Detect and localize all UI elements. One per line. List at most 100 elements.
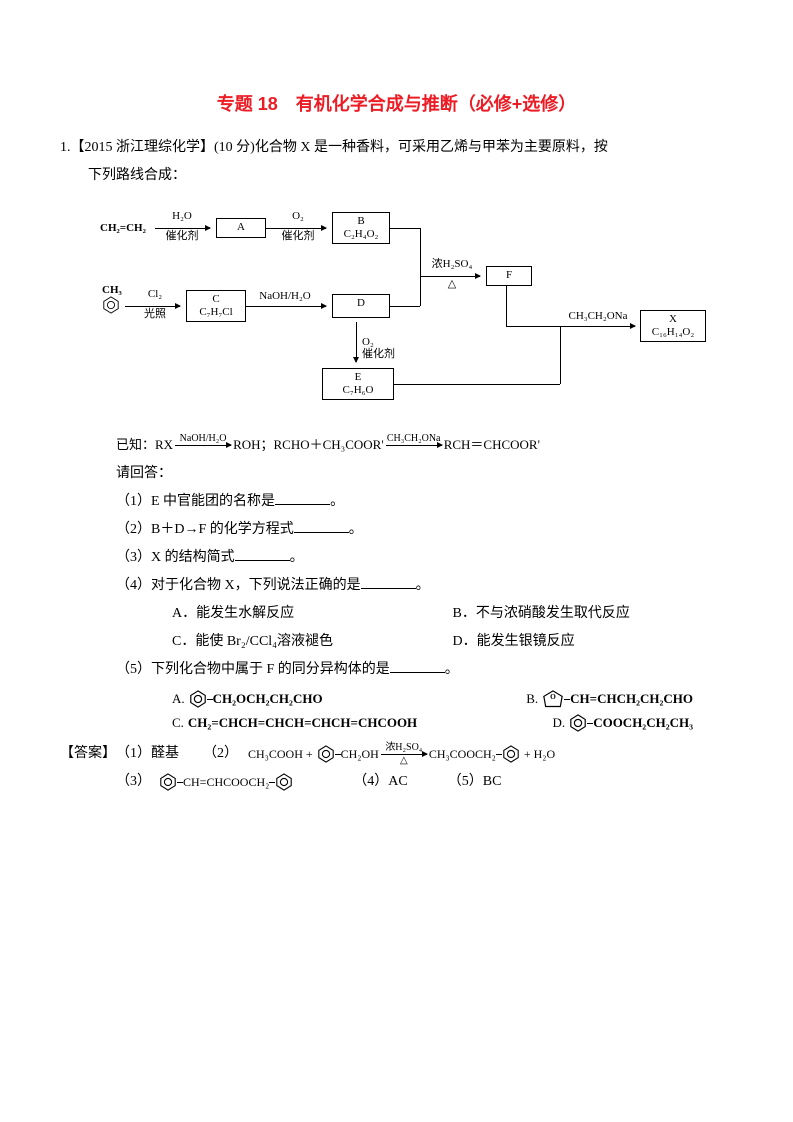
flow-box-f: F <box>486 266 532 286</box>
flow-box-b-l2: C₂H₄O₂ <box>344 228 379 240</box>
q4-opt-a: A．能发生水解反应 <box>172 600 453 628</box>
sub-q3: （3）X 的结构简式。 <box>60 544 733 572</box>
eq-left: CH₃COOH + <box>248 742 313 766</box>
given-line: 已知：RX NaOH/H₂O ROH；RCHO＋CH₃COOR' CH₃CH₂O… <box>60 432 733 460</box>
line <box>420 228 421 276</box>
benzene-icon <box>317 745 335 763</box>
q5-opt-a: A. CH₂OCH₂CH₂CHO <box>172 690 323 708</box>
flow-rna: CH₃CH₂ONa <box>558 310 638 322</box>
q2-tail: 。 <box>349 522 363 537</box>
q5-c-text: CH₂=CHCH=CHCH=CHCH=CHCOOH <box>188 715 417 731</box>
answer-a3-structure: CH=CHCOOCH₂ <box>159 770 293 794</box>
q4-opt-c: C．能使 Br₂/CCl₄溶液褪色 <box>172 628 453 656</box>
q5-d-text: COOCH₂CH₂CH₃ <box>593 715 693 731</box>
reaction-arrow-icon: 浓H₂SO₄ △ <box>381 743 427 766</box>
given-a1: NaOH/H₂O <box>175 434 231 444</box>
answer-line2: （3） CH=CHCOOCH₂ （4） AC （5） BC <box>60 768 733 796</box>
q1-t: E 中官能团的名称是 <box>151 494 275 509</box>
benzene-icon <box>159 773 177 791</box>
answer-equation: CH₃COOH + CH₂OH 浓H₂SO₄ △ CH₃COOCH₂ + H₂O <box>248 742 555 766</box>
flow-a2-top: O₂ <box>278 210 318 222</box>
q4-options-row1: A．能发生水解反应 B．不与浓硝酸发生取代反应 <box>60 600 733 628</box>
q5-opt-c: C. CH₂=CHCH=CHCH=CHCH=CHCOOH <box>172 715 417 731</box>
answer-label: 【答案】 <box>60 740 116 768</box>
flow-box-x-l1: X <box>669 313 677 325</box>
q5-row1: A. CH₂OCH₂CH₂CHO B. O CH=CHCH₂CH₂CHO <box>60 690 733 708</box>
q4-opt-b: B．不与浓硝酸发生取代反应 <box>453 600 734 628</box>
flow-c1-bot: 光照 <box>135 308 175 320</box>
benzene-icon <box>569 714 587 732</box>
flow-box-x-l2: C₁₆H₁₄O₂ <box>652 326 694 338</box>
q5-a-text: CH₂OCH₂CH₂CHO <box>213 691 323 707</box>
q-number: 1. <box>60 140 71 155</box>
q-points: (10 分) <box>214 140 255 155</box>
arrow-icon <box>125 306 180 307</box>
blank-field[interactable] <box>390 658 445 673</box>
blank-field[interactable] <box>275 490 330 505</box>
answer-a4: AC <box>388 768 407 796</box>
flow-a1-top: H₂O <box>162 210 202 222</box>
flow-h2so4-top: 浓H₂SO₄ <box>424 258 480 270</box>
q1-n: （1） <box>116 494 151 509</box>
arrow-icon <box>560 326 635 327</box>
sub-q2: （2）B＋D→F 的化学方程式。 <box>60 516 733 544</box>
page-title: 专题 18 有机化学合成与推断（必修+选修） <box>60 90 733 116</box>
sub-q1: （1）E 中官能团的名称是。 <box>60 488 733 516</box>
flow-c2: NaOH/H₂O <box>250 290 320 302</box>
q5-d-label: D. <box>553 715 566 731</box>
arrow-icon <box>155 228 210 229</box>
blank-field[interactable] <box>294 518 349 533</box>
q4-options-row2: C．能使 Br₂/CCl₄溶液褪色 D．能发生银镜反应 <box>60 628 733 656</box>
flow-box-x: X C₁₆H₁₄O₂ <box>640 310 706 342</box>
question-stem-1: 1.【2015 浙江理综化学】(10 分)化合物 X 是一种香料，可采用乙烯与甲… <box>60 134 733 162</box>
arrow-icon <box>420 276 480 277</box>
q5-t: 下列化合物中属于 F 的同分异构体的是 <box>151 662 390 677</box>
q4-tail: 。 <box>416 578 430 593</box>
answer-a3-n: （3） <box>116 768 151 796</box>
q5-n: （5） <box>116 662 151 677</box>
q4-t: 对于化合物 X，下列说法正确的是 <box>151 578 361 593</box>
sub-q5: （5）下列化合物中属于 F 的同分异构体的是 。 <box>60 656 733 684</box>
blank-field[interactable] <box>235 546 290 561</box>
flow-c1-top: Cl₂ <box>135 288 175 300</box>
given-suffix: RCH＝CHCOOR' <box>444 432 540 458</box>
eq-arrow-top: 浓H₂SO₄ <box>381 743 427 753</box>
line <box>390 306 420 307</box>
answer-a1-n: （1） <box>116 740 151 768</box>
flow-box-e: E C₇H₆O <box>322 368 394 400</box>
q5-row2: C. CH₂=CHCH=CHCH=CHCH=CHCOOH D. COOCH₂CH… <box>60 714 733 732</box>
flow-box-c-l1: C <box>212 293 219 305</box>
q2-n: （2） <box>116 522 151 537</box>
eq-mid: CH₂OH <box>341 742 379 766</box>
q4-n: （4） <box>116 578 151 593</box>
flow-box-e-l2: C₇H₆O <box>343 384 374 396</box>
given-prefix: 已知：RX <box>116 432 173 458</box>
given-a2: CH₃CH₂ONa <box>386 434 442 444</box>
line <box>420 276 421 306</box>
flow-box-c: C C₇H₇Cl <box>186 290 246 322</box>
answer-a4-n: （4） <box>353 768 388 796</box>
q3-t: X 的结构简式 <box>151 550 235 565</box>
arrow-icon <box>266 228 326 229</box>
line <box>394 384 560 385</box>
q5-tail: 。 <box>445 662 459 677</box>
eq-right: CH₃COOCH₂ <box>429 742 496 766</box>
q3-tail: 。 <box>290 550 304 565</box>
flow-start1: CH₂=CH₂ <box>100 222 146 234</box>
q-stem-text1: 化合物 X 是一种香料，可采用乙烯与甲苯为主要原料，按 <box>255 140 608 155</box>
benzene-icon <box>189 690 207 708</box>
flow-box-c-l2: C₇H₇Cl <box>199 306 232 318</box>
line <box>506 286 507 326</box>
svg-text:O: O <box>550 692 556 701</box>
q5-b-text: CH=CHCH₂CH₂CHO <box>570 691 693 707</box>
blank-field[interactable] <box>361 574 416 589</box>
flow-d-down-bot: 催化剂 <box>362 348 395 360</box>
flow-box-a: A <box>216 218 266 238</box>
q5-opt-d: D. COOCH₂CH₂CH₃ <box>553 714 693 732</box>
q5-a-label: A. <box>172 691 185 707</box>
synthesis-flow-diagram: CH₂=CH₂ H₂O 催化剂 A O₂ 催化剂 B C₂H₄O₂ 浓H₂SO₄… <box>100 196 700 426</box>
answer-a2-n: （2） <box>203 740 238 768</box>
flow-a2-bot: 催化剂 <box>278 230 318 242</box>
question-stem-2: 下列路线合成： <box>60 162 733 190</box>
sub-q4: （4）对于化合物 X，下列说法正确的是 。 <box>60 572 733 600</box>
